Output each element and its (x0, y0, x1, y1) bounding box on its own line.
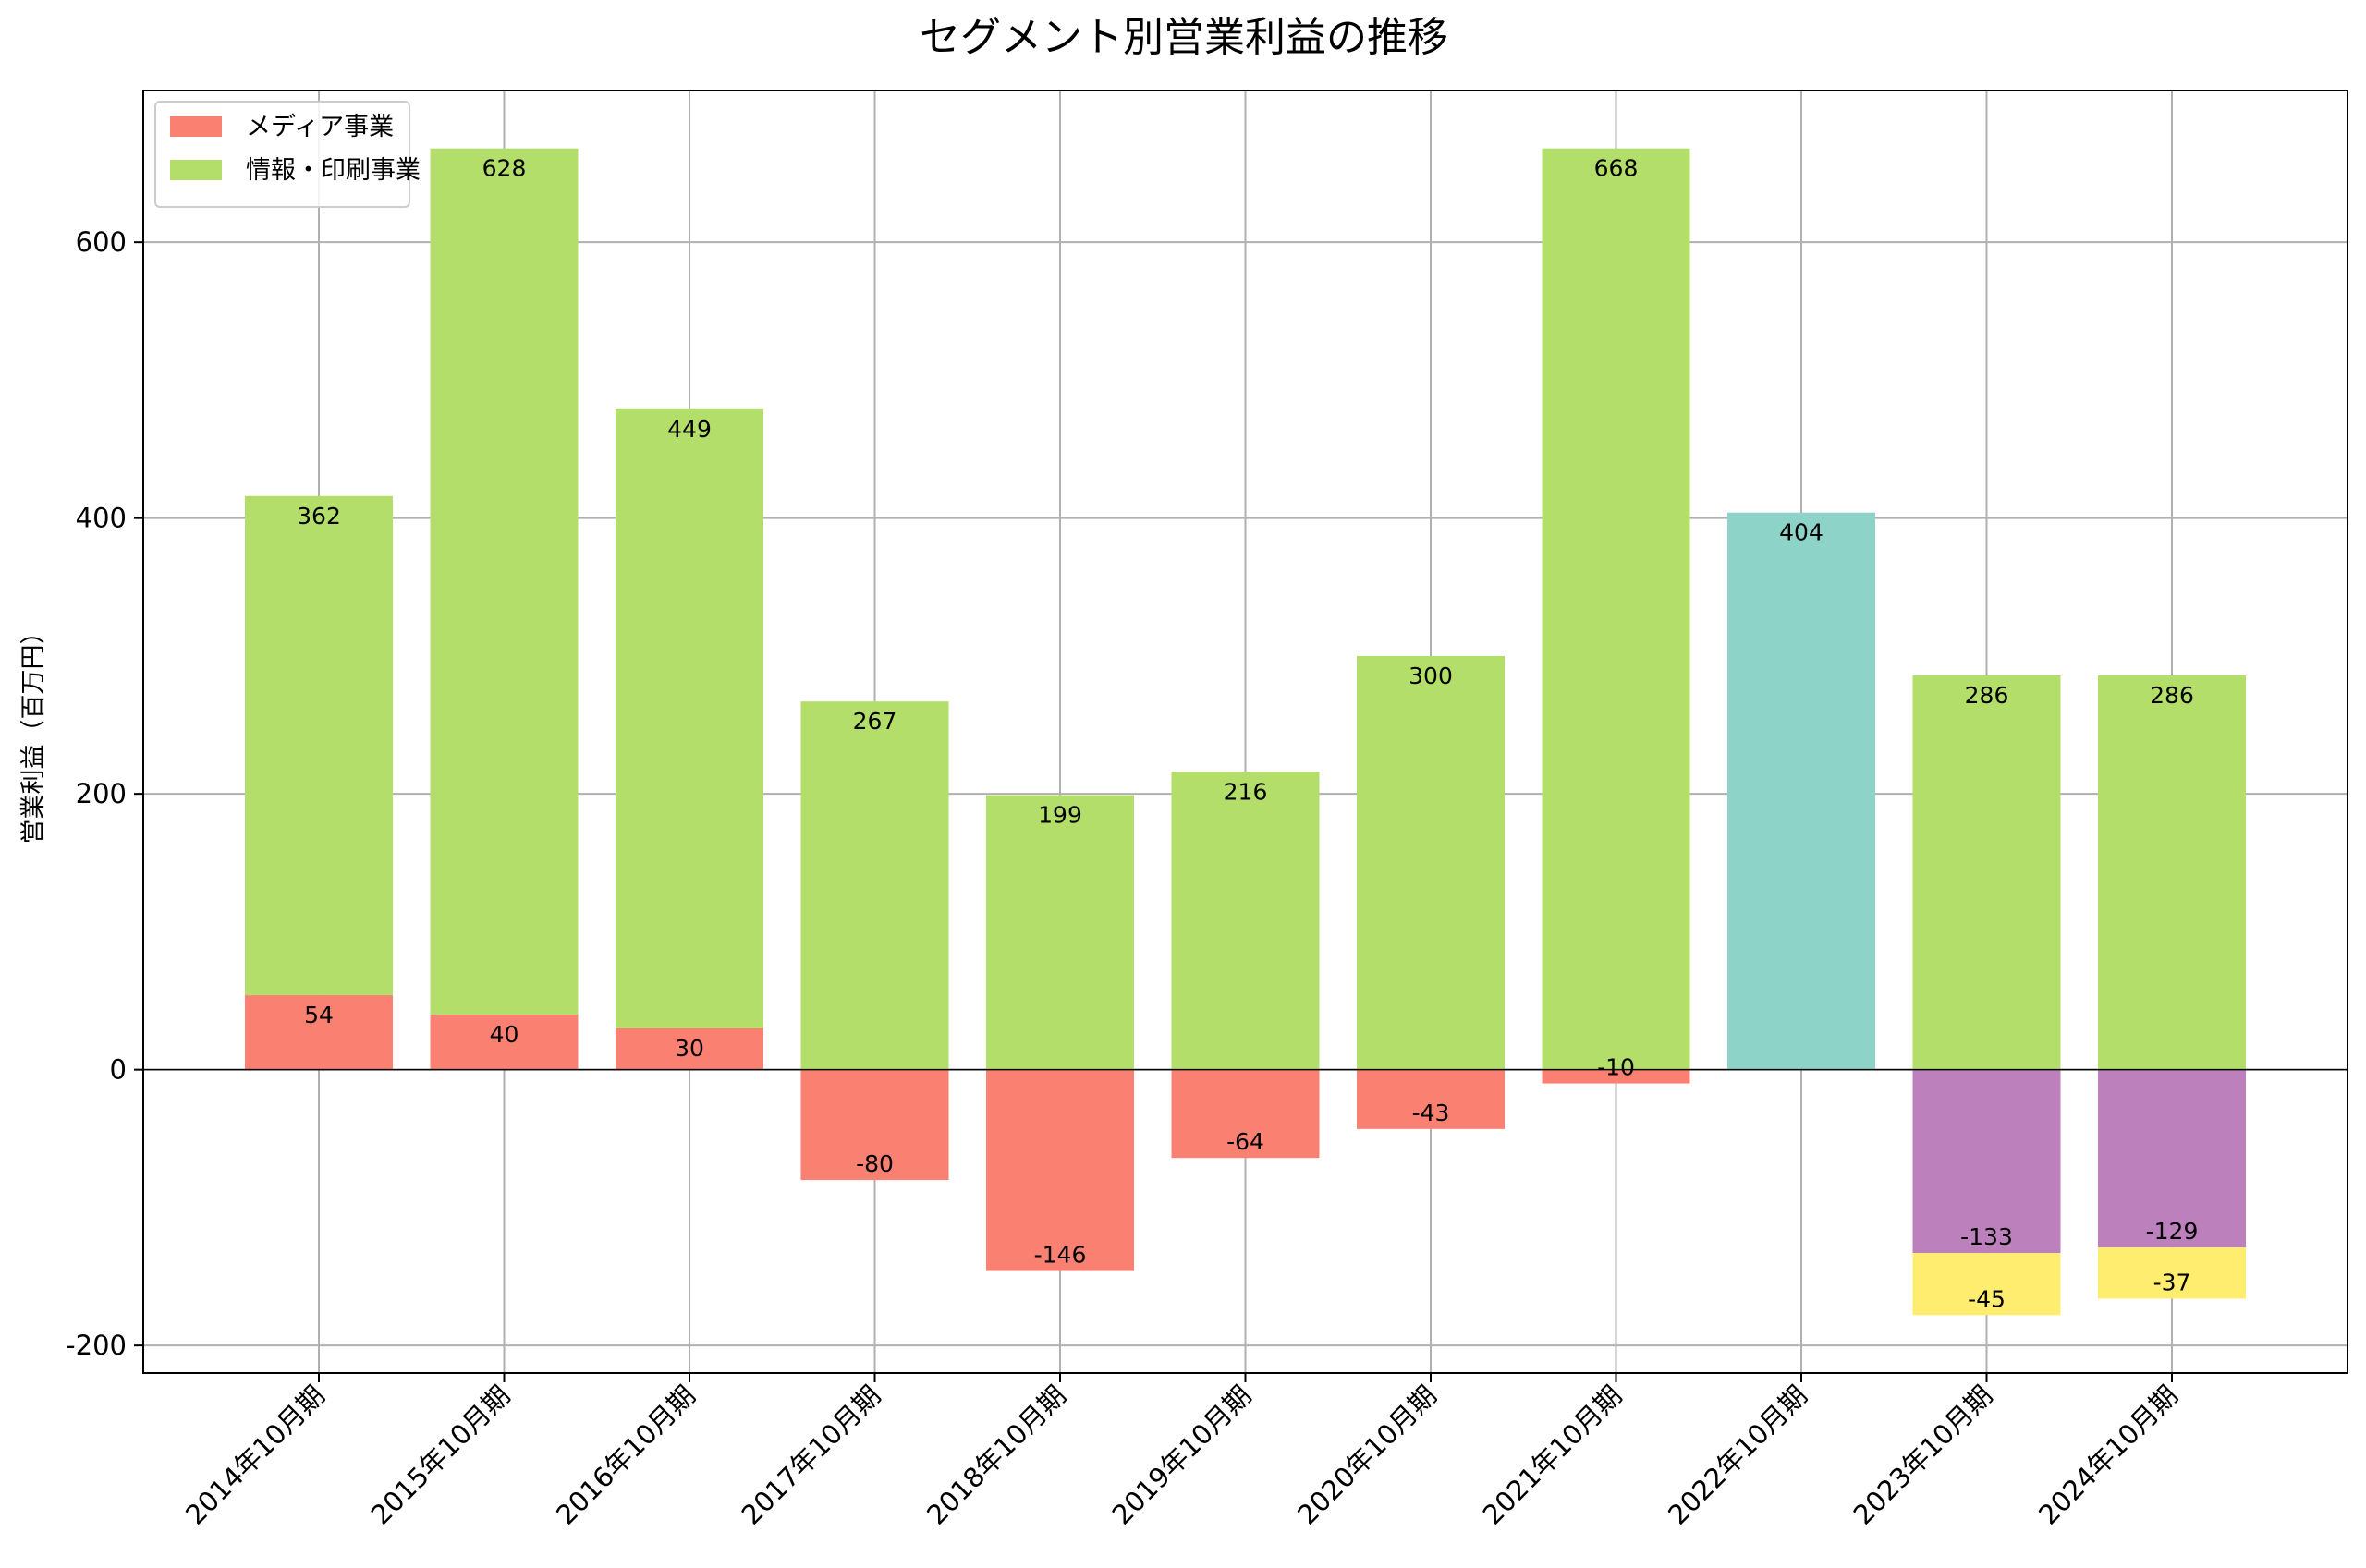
data-label: 30 (675, 1035, 704, 1062)
data-label: 628 (482, 155, 527, 182)
data-label: 286 (1965, 682, 2009, 709)
data-label: -45 (1968, 1285, 2006, 1312)
data-label: -146 (1034, 1242, 1087, 1269)
bar-segment (986, 795, 1134, 1070)
bar-segment (1542, 1069, 1690, 1084)
bar-segment (1542, 148, 1690, 1070)
bar-segment (430, 148, 579, 1015)
bar-segment (2098, 1247, 2246, 1299)
x-axis: 2014年10月期 2015年10月期 2016年10月期 2017年10月期 2018… (179, 1373, 2184, 1531)
bar-segment (800, 1069, 949, 1181)
legend-swatch (170, 116, 222, 137)
data-label: 404 (1779, 519, 1823, 546)
data-label: 199 (1038, 802, 1082, 829)
bar-segment (800, 701, 949, 1070)
y-tick-label: 600 (76, 226, 127, 258)
data-label: -10 (1597, 1054, 1635, 1081)
chart-title: セグメント別営業利益の推移 (920, 14, 1448, 61)
legend-swatch (170, 160, 222, 180)
bar-segment (245, 495, 393, 996)
x-tick-label: 2017年10月期 (736, 1380, 887, 1531)
data-labels-group: 54 362 40 628 30 449 -80 267 -146 199 -64 216 -43 300… (297, 155, 2198, 1313)
x-tick-label: 2024年10月期 (2032, 1380, 2184, 1531)
data-label: 267 (853, 708, 897, 735)
y-axis: -200 0 200 400 600 (66, 226, 143, 1361)
data-label: -129 (2146, 1218, 2199, 1245)
data-label: 40 (490, 1021, 519, 1048)
bar-segment (616, 408, 763, 1028)
data-label: 362 (297, 503, 341, 529)
y-tick-label: 0 (110, 1054, 127, 1086)
x-tick-label: 2022年10月期 (1662, 1380, 1813, 1531)
data-label: 668 (1594, 155, 1639, 182)
bar-segment (1171, 1069, 1320, 1159)
data-label: 300 (1409, 662, 1453, 689)
bar-segment (1357, 655, 1505, 1070)
y-axis-label: 営業利益（百万円） (19, 620, 48, 845)
bar-segment (1912, 675, 2061, 1070)
x-tick-label: 2020年10月期 (1291, 1380, 1443, 1531)
bar-segment (1357, 1069, 1505, 1129)
x-tick-label: 2015年10月期 (365, 1380, 517, 1531)
bar-segment (430, 1014, 579, 1070)
bar-segment (1912, 1253, 2061, 1316)
bar-segment (1912, 1069, 2061, 1254)
data-label: -43 (1412, 1100, 1450, 1126)
x-tick-label: 2023年10月期 (1848, 1380, 1999, 1531)
bar-segment (1171, 772, 1320, 1070)
data-label: 54 (304, 1002, 334, 1028)
x-tick-label: 2018年10月期 (921, 1380, 1072, 1531)
x-tick-label: 2021年10月期 (1477, 1380, 1628, 1531)
data-label: 286 (2150, 682, 2194, 709)
y-tick-label: -200 (66, 1330, 127, 1361)
data-label: -80 (856, 1150, 894, 1177)
x-tick-label: 2016年10月期 (550, 1380, 701, 1531)
x-tick-label: 2014年10月期 (179, 1380, 331, 1531)
data-label: 216 (1224, 778, 1268, 805)
bar-segment (616, 1027, 763, 1070)
bar-segment (1727, 512, 1875, 1070)
bars-group (245, 148, 2246, 1316)
bar-segment (245, 995, 393, 1070)
legend-label: メディア事業 (246, 113, 394, 141)
data-label: 449 (667, 416, 712, 443)
y-tick-label: 200 (76, 778, 127, 809)
bar-segment (2098, 675, 2246, 1070)
y-tick-label: 400 (76, 503, 127, 534)
data-label: -64 (1226, 1128, 1264, 1155)
legend-label: 情報・印刷事業 (246, 156, 421, 185)
data-label: -133 (1960, 1223, 2013, 1250)
bar-segment (986, 1069, 1134, 1271)
data-label: -37 (2153, 1269, 2191, 1295)
x-tick-label: 2019年10月期 (1106, 1380, 1258, 1531)
bar-segment (2098, 1069, 2246, 1248)
